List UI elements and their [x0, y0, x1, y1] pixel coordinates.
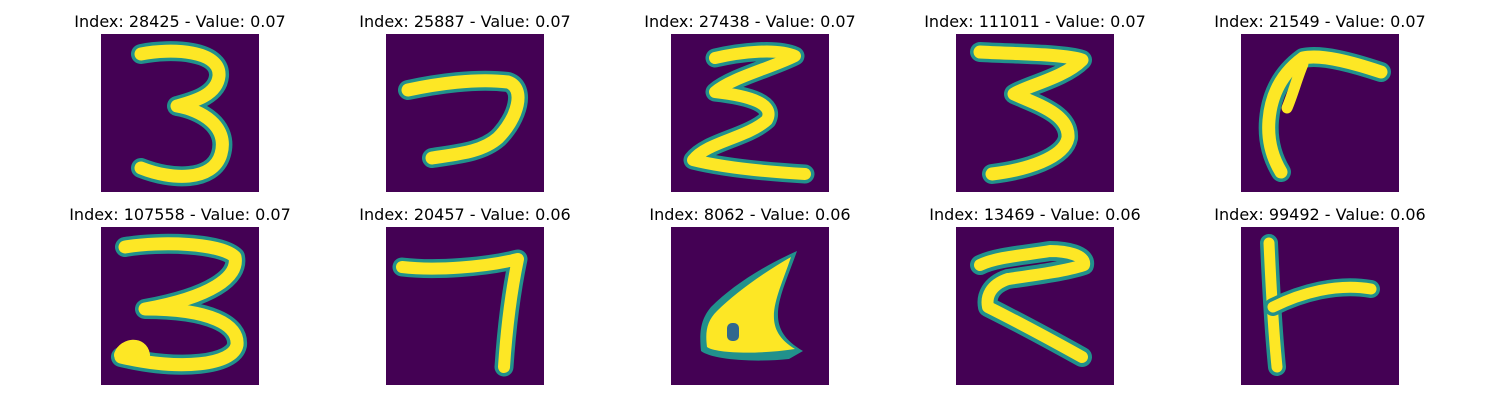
image-panel: Index: 25887 - Value: 0.07 — [315, 12, 615, 202]
panel-title: Index: 99492 - Value: 0.06 — [1214, 205, 1426, 224]
image-panel: Index: 28425 - Value: 0.07 — [30, 12, 330, 202]
digit-image — [671, 34, 829, 192]
digit-image — [956, 34, 1114, 192]
digit-image — [671, 227, 829, 385]
panel-title: Index: 20457 - Value: 0.06 — [359, 205, 571, 224]
panel-title: Index: 25887 - Value: 0.07 — [359, 12, 571, 31]
digit-image — [956, 227, 1114, 385]
panel-title: Index: 28425 - Value: 0.07 — [74, 12, 286, 31]
panel-title: Index: 8062 - Value: 0.06 — [649, 205, 851, 224]
panel-title: Index: 107558 - Value: 0.07 — [69, 205, 291, 224]
image-panel: Index: 13469 - Value: 0.06 — [885, 205, 1185, 395]
panel-title: Index: 27438 - Value: 0.07 — [644, 12, 856, 31]
digit-image — [1241, 227, 1399, 385]
image-panel: Index: 111011 - Value: 0.07 — [885, 12, 1185, 202]
image-panel: Index: 99492 - Value: 0.06 — [1170, 205, 1470, 395]
digit-image — [101, 34, 259, 192]
digit-image — [101, 227, 259, 385]
panel-title: Index: 111011 - Value: 0.07 — [924, 12, 1146, 31]
image-panel: Index: 21549 - Value: 0.07 — [1170, 12, 1470, 202]
panel-title: Index: 13469 - Value: 0.06 — [929, 205, 1141, 224]
image-panel: Index: 27438 - Value: 0.07 — [600, 12, 900, 202]
digit-image — [386, 227, 544, 385]
image-panel: Index: 107558 - Value: 0.07 — [30, 205, 330, 395]
image-panel: Index: 8062 - Value: 0.06 — [600, 205, 900, 395]
digit-image — [1241, 34, 1399, 192]
panel-title: Index: 21549 - Value: 0.07 — [1214, 12, 1426, 31]
image-panel: Index: 20457 - Value: 0.06 — [315, 205, 615, 395]
digit-image — [386, 34, 544, 192]
